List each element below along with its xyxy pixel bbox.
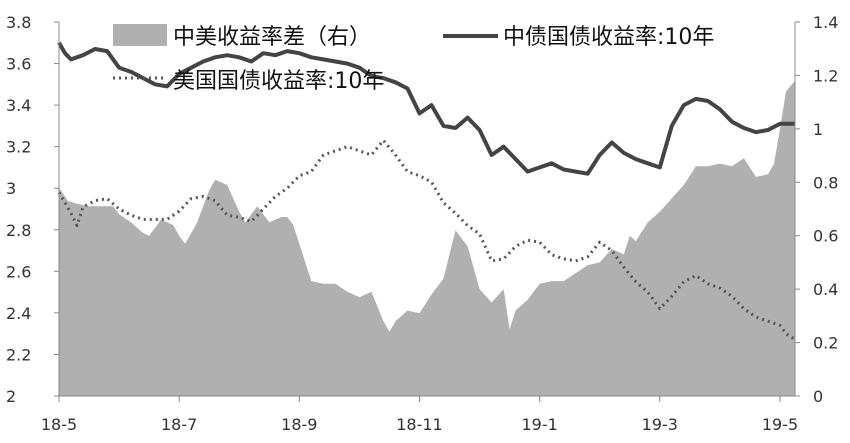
y-right-tick-label: 0.6 [813,227,838,246]
x-tick-label: 18-9 [281,415,317,434]
y-left-tick-label: 3.4 [6,96,31,115]
x-tick-label: 18-5 [41,415,77,434]
x-tick-label: 18-7 [161,415,197,434]
legend: 中美收益率差（右） 中债国债收益率:10年 美国国债收益率:10年 [113,24,714,94]
y-right-tick-label: 0.8 [813,173,838,192]
spread-area-layer [59,80,795,397]
spread-area [59,80,795,397]
legend-label-us-yield: 美国国债收益率:10年 [173,69,384,94]
legend-swatch-spread [113,24,167,46]
x-tick-label: 18-11 [396,415,443,434]
y-right-tick-label: 1 [813,120,823,139]
axes: 2 2.2 2.4 2.6 2.8 3 3.2 3.4 3.6 3.8 0 0.2 0.4 0.6 0.8 1… [6,13,838,434]
cn-yield-line [57,41,795,176]
yield-lines-layer [57,41,795,340]
y-left-tick-label: 2 [6,387,16,406]
x-tick-label: 19-5 [762,415,798,434]
y-right-tick-label: 0 [813,387,823,406]
legend-label-cn-yield: 中债国债收益率:10年 [503,25,714,50]
y-right-tick-label: 0.2 [813,334,838,353]
legend-label-spread: 中美收益率差（右） [173,25,371,50]
y-right-tick-label: 1.4 [813,13,838,32]
y-left-tick-label: 3.2 [6,138,31,157]
y-right-tick-label: 1.2 [813,66,838,85]
y-right-tick-label: 0.4 [813,280,838,299]
x-tick-label: 19-3 [642,415,678,434]
y-left-tick-label: 2.2 [6,345,31,364]
y-left-tick-label: 3.6 [6,55,31,74]
x-tick-label: 19-1 [521,415,557,434]
y-left-tick-label: 2.8 [6,221,31,240]
y-left-tick-label: 3.8 [6,13,31,32]
y-left-tick-label: 3 [6,179,16,198]
y-left-tick-label: 2.4 [6,304,31,323]
y-left-tick-label: 2.6 [6,262,31,281]
